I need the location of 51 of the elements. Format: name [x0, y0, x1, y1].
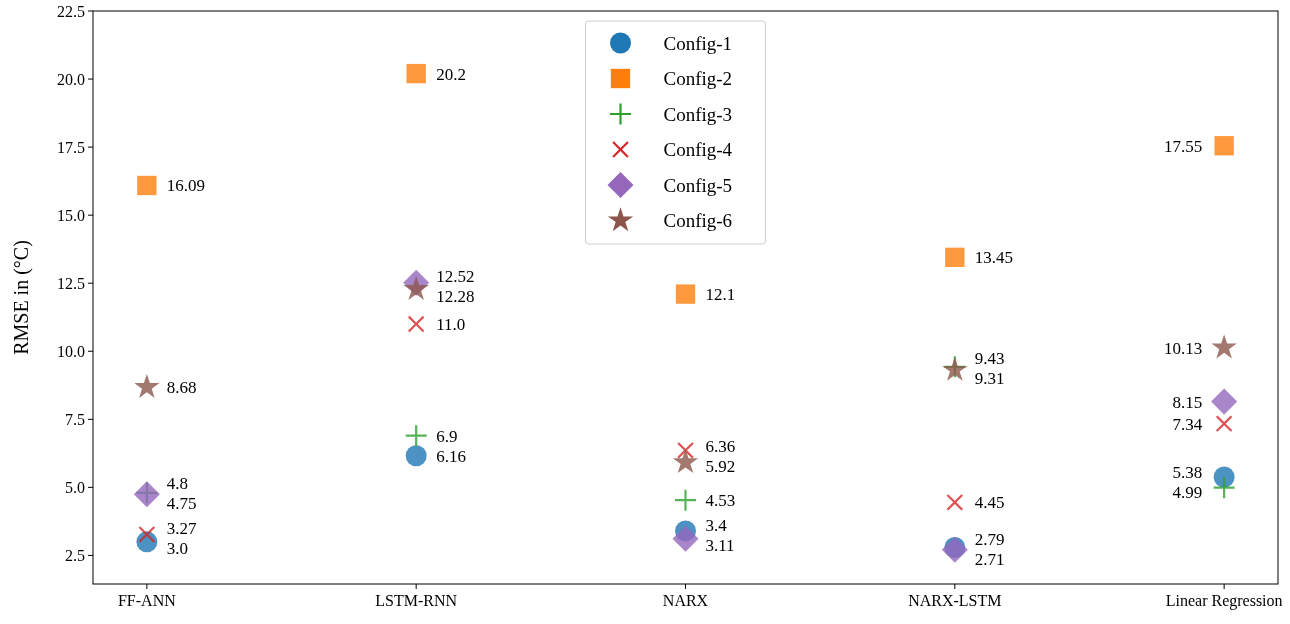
- data-label: 3.27: [166, 519, 198, 539]
- data-label: 6.16: [436, 446, 466, 466]
- y-tick-label: 10.0: [57, 342, 85, 360]
- legend-label: Config-1: [663, 32, 733, 54]
- data-label: 5.38: [1172, 463, 1203, 483]
- data-label: 9.31: [974, 369, 1005, 389]
- y-tick-label: 7.5: [65, 410, 85, 428]
- data-label: 5.92: [705, 457, 736, 477]
- data-label: 16.09: [166, 176, 206, 196]
- data-label: 12.52: [436, 266, 475, 286]
- data-label: 3.4: [705, 515, 728, 535]
- legend-label: Config-2: [663, 68, 733, 90]
- data-label: 4.53: [705, 491, 736, 511]
- y-axis-title: RMSE in (°C): [10, 240, 33, 355]
- y-tick-label: 20.0: [57, 70, 85, 88]
- data-label: 4.99: [1172, 483, 1203, 503]
- legend-label: Config-6: [663, 210, 733, 232]
- data-label: 6.36: [705, 437, 736, 457]
- y-tick-label: 5.0: [65, 478, 85, 496]
- legend-label: Config-3: [663, 103, 733, 125]
- y-tick-label: 2.5: [65, 547, 85, 565]
- legend-label: Config-4: [663, 139, 733, 161]
- y-tick-label: 15.0: [57, 206, 85, 224]
- data-label: 13.45: [974, 248, 1014, 268]
- x-tick-label: LSTM-RNN: [375, 592, 458, 609]
- data-label: 6.9: [436, 426, 458, 446]
- data-label: 11.0: [436, 314, 466, 334]
- x-tick-label: Linear Regression: [1165, 592, 1283, 610]
- data-label: 4.45: [974, 493, 1005, 513]
- data-label: 8.68: [166, 378, 197, 398]
- data-label: 17.55: [1163, 136, 1203, 156]
- data-label: 4.75: [166, 494, 197, 514]
- data-label: 2.79: [974, 529, 1005, 549]
- data-label: 3.0: [166, 539, 189, 559]
- x-tick-label: FF-ANN: [117, 592, 177, 609]
- y-tick-label: 22.5: [57, 2, 85, 20]
- data-label: 12.28: [436, 286, 475, 306]
- legend-label: Config-5: [663, 174, 733, 196]
- data-label: 9.43: [974, 349, 1005, 369]
- data-label: 12.1: [705, 285, 736, 305]
- x-tick-label: NARX-LSTM: [908, 592, 1002, 609]
- data-label: 7.34: [1172, 414, 1203, 434]
- data-label: 3.11: [705, 535, 735, 555]
- data-label: 2.71: [974, 549, 1005, 569]
- data-label: 8.15: [1172, 392, 1203, 412]
- data-label: 4.8: [166, 474, 189, 494]
- y-tick-label: 12.5: [57, 274, 85, 292]
- x-tick-label: NARX: [662, 592, 709, 609]
- data-label: 20.2: [436, 64, 466, 84]
- data-label: 10.13: [1163, 338, 1203, 358]
- y-tick-label: 17.5: [57, 138, 85, 156]
